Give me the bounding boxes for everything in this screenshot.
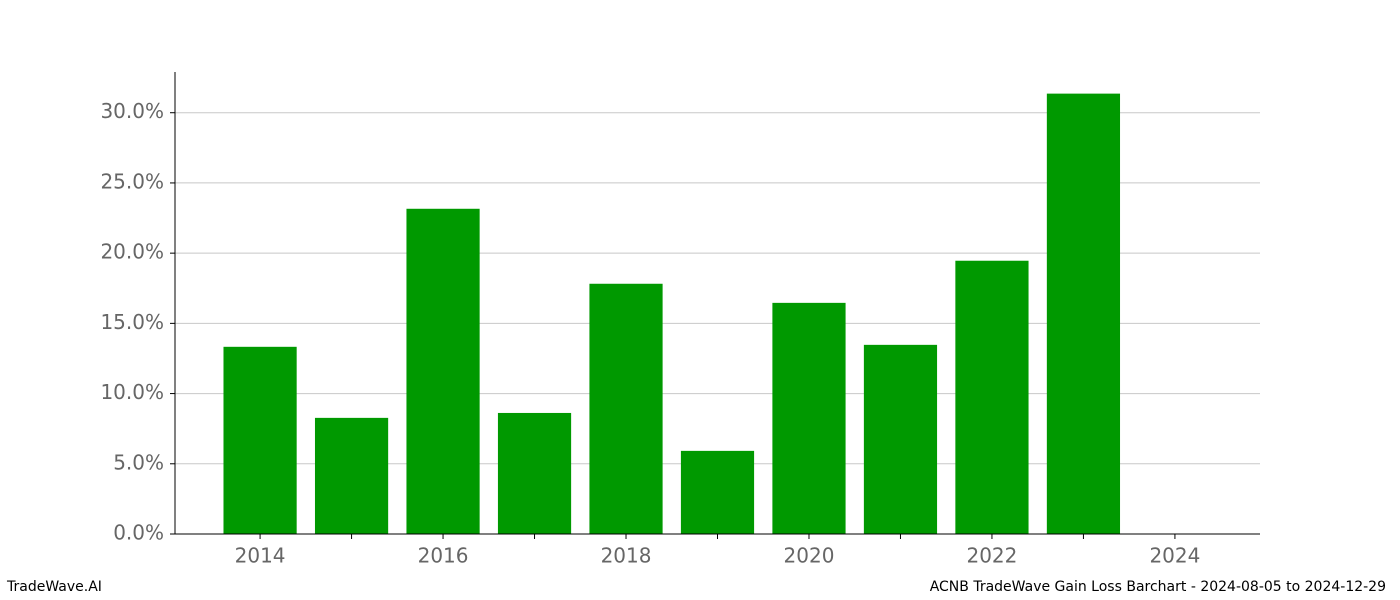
x-tick-label: 2018 (601, 544, 652, 568)
chart-title: ACNB TradeWave Gain Loss Barchart - 2024… (930, 579, 1386, 595)
y-tick-label: 10.0% (100, 380, 164, 404)
y-tick-label: 0.0% (113, 521, 164, 545)
x-tick-label: 2024 (1149, 544, 1200, 568)
bar (955, 260, 1029, 534)
y-tick-label: 15.0% (100, 310, 164, 334)
x-tick-label: 2020 (784, 544, 835, 568)
y-tick-label: 20.0% (100, 240, 164, 264)
x-tick-label: 2016 (418, 544, 469, 568)
bar (863, 344, 938, 534)
y-tick-label: 30.0% (100, 99, 164, 123)
y-tick-label: 25.0% (100, 169, 164, 193)
bar (497, 412, 572, 534)
x-tick-label: 2014 (235, 544, 286, 568)
bar (406, 208, 480, 534)
bar (589, 283, 663, 534)
brand: TradeWave.AI (6, 579, 102, 595)
y-tick-label: 5.0% (113, 450, 164, 474)
bar (314, 417, 389, 534)
bar (1046, 93, 1121, 534)
bar (680, 450, 755, 534)
bar (223, 346, 297, 534)
bar (772, 302, 846, 534)
x-tick-label: 2022 (966, 544, 1017, 568)
